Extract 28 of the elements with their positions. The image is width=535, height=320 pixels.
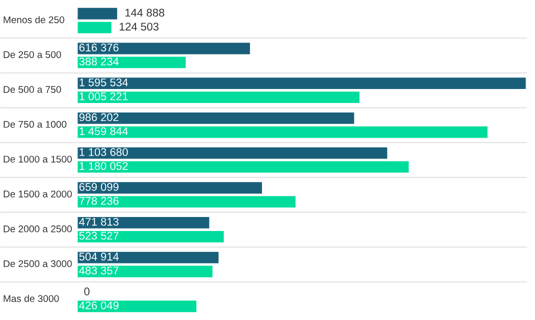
- data-label: 523 527: [79, 232, 118, 240]
- data-label: 0: [84, 288, 90, 296]
- y-tick-label: De 750 a 1000: [4, 120, 66, 128]
- data-label: 426 049: [79, 301, 118, 310]
- data-label: 659 099: [79, 182, 118, 191]
- data-label: 483 357: [79, 266, 118, 274]
- data-label: 144 888: [125, 8, 164, 17]
- bar: [77, 299, 198, 314]
- y-tick-label: De 1500 a 2000: [4, 190, 72, 198]
- data-label: 1 459 844: [80, 127, 128, 136]
- data-label: 616 376: [79, 44, 119, 52]
- data-label: 1 180 052: [80, 162, 128, 170]
- data-label: 1 103 680: [80, 148, 128, 156]
- data-label: 1 005 221: [80, 92, 128, 100]
- y-tick-label: De 2000 a 2500: [4, 225, 72, 232]
- data-label: 504 914: [79, 252, 119, 261]
- y-tick-label: Mas de 3000: [4, 294, 59, 302]
- data-label: 986 202: [79, 113, 118, 122]
- y-tick-label: De 250 a 500: [4, 51, 61, 58]
- data-label: 388 234: [79, 58, 119, 66]
- data-label: 124 503: [120, 22, 159, 31]
- data-label: 471 813: [79, 218, 119, 226]
- y-tick-label: Menos de 250: [4, 16, 64, 24]
- y-tick-label: De 1000 a 1500: [4, 156, 72, 163]
- data-label: 778 236: [79, 196, 119, 205]
- y-tick-label: De 500 a 750: [4, 86, 61, 93]
- data-label: 1 595 534: [80, 78, 128, 86]
- y-tick-label: De 2500 a 3000: [4, 260, 72, 268]
